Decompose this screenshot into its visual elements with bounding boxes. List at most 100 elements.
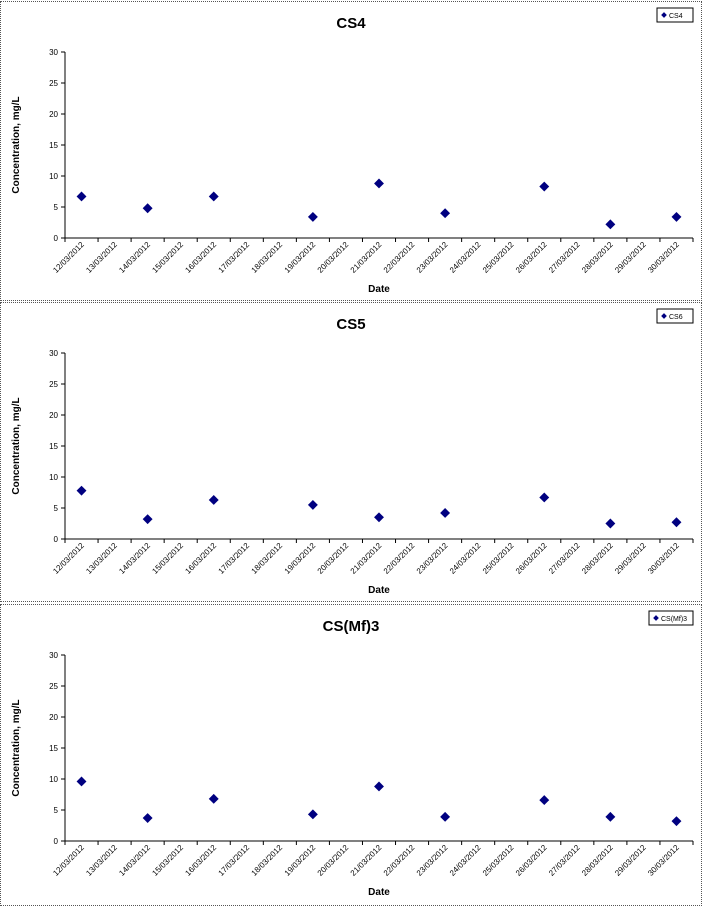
- data-point: [374, 512, 384, 523]
- chart-title: CS(Mf)3: [323, 618, 380, 635]
- data-point: [307, 809, 318, 820]
- x-tick-label: 20/03/2012: [316, 843, 351, 878]
- chart-title: CS5: [336, 316, 365, 333]
- y-tick-label: 20: [49, 713, 58, 722]
- x-tick-label: 29/03/2012: [613, 541, 648, 576]
- x-tick-label: 21/03/2012: [349, 541, 384, 576]
- x-tick-label: 21/03/2012: [349, 843, 384, 878]
- y-tick-label: 5: [54, 203, 59, 212]
- legend-marker: [653, 615, 659, 621]
- x-tick-label: 18/03/2012: [250, 240, 285, 275]
- x-tick-label: 20/03/2012: [316, 541, 351, 576]
- data-point: [142, 813, 153, 824]
- x-tick-label: 14/03/2012: [117, 541, 152, 576]
- data-point: [539, 795, 550, 806]
- x-tick-label: 27/03/2012: [547, 240, 582, 275]
- data-point: [440, 508, 451, 518]
- x-tick-label: 17/03/2012: [217, 240, 252, 275]
- x-tick-label: 23/03/2012: [415, 843, 450, 878]
- chart-panel-cs5: CS5 CS6 0 5 10 15 20 25 30 12/03/2012 13/03/2012 14…: [0, 302, 702, 602]
- data-point: [539, 492, 550, 503]
- data-point: [374, 781, 384, 792]
- x-tick-label: 15/03/2012: [150, 541, 185, 576]
- legend-entry: CS(Mf)3: [661, 616, 687, 623]
- chart-panel-cs4: CS4 CS4 0 5 10 15 20 25 30 12/03/2012 13/03/2012 14…: [0, 1, 702, 301]
- x-tick-label: 19/03/2012: [283, 843, 318, 878]
- x-tick-label: 22/03/2012: [382, 240, 417, 275]
- chart-title: CS4: [336, 15, 366, 32]
- y-tick-label: 30: [49, 48, 58, 57]
- x-tick-label: 17/03/2012: [217, 541, 252, 576]
- data-point: [671, 211, 682, 222]
- x-tick-label: 29/03/2012: [613, 240, 648, 275]
- x-tick-label: 25/03/2012: [481, 541, 516, 576]
- y-tick-label: 10: [49, 172, 58, 181]
- legend-entry: CS6: [669, 314, 683, 321]
- y-tick-label: 0: [54, 837, 59, 846]
- x-tick-label: 24/03/2012: [448, 541, 483, 576]
- x-tick-label: 13/03/2012: [84, 843, 119, 878]
- x-tick-label: 25/03/2012: [481, 843, 516, 878]
- x-tick-label: 13/03/2012: [84, 240, 119, 275]
- data-point: [208, 494, 219, 505]
- data-point: [440, 208, 451, 219]
- y-axis-label: Concentration, mg/L: [11, 96, 22, 193]
- y-tick-label: 15: [49, 744, 58, 753]
- x-tick-label: 25/03/2012: [481, 240, 516, 275]
- x-tick-label: 24/03/2012: [448, 843, 483, 878]
- x-tick-label: 27/03/2012: [547, 843, 582, 878]
- data-point: [605, 219, 616, 230]
- x-tick-label: 14/03/2012: [117, 843, 152, 878]
- x-tick-label: 14/03/2012: [117, 240, 152, 275]
- legend-marker: [661, 313, 667, 319]
- legend: CS6: [656, 308, 694, 324]
- x-tick-label: 28/03/2012: [580, 541, 615, 576]
- x-tick-label: 16/03/2012: [183, 843, 218, 878]
- chart-svg-csmf3: CS(Mf)3 CS(Mf)3 0 5 10 15 20 25 30 12/03/201213/0…: [11, 610, 694, 898]
- x-tick-label: 26/03/2012: [514, 240, 549, 275]
- x-tick-label: 30/03/2012: [646, 240, 681, 275]
- x-tick-label: 19/03/2012: [283, 541, 318, 576]
- x-axis-label: Date: [368, 585, 390, 596]
- legend: CS4: [656, 7, 694, 23]
- data-point: [76, 191, 87, 202]
- y-tick-label: 10: [49, 473, 58, 482]
- x-tick-label: 30/03/2012: [646, 541, 681, 576]
- x-tick-label: 15/03/2012: [150, 843, 185, 878]
- data-point: [671, 517, 682, 528]
- y-tick-label: 5: [54, 504, 59, 513]
- x-tick-label: 20/03/2012: [316, 240, 351, 275]
- x-tick-label: 12/03/2012: [51, 240, 86, 275]
- data-point: [142, 514, 153, 525]
- x-tick-label: 17/03/2012: [217, 843, 252, 878]
- data-point: [307, 211, 318, 222]
- x-tick-label: 26/03/2012: [514, 541, 549, 576]
- data-point: [539, 181, 550, 192]
- data-point: [605, 811, 616, 822]
- data-point: [605, 518, 616, 529]
- x-tick-label: 24/03/2012: [448, 240, 483, 275]
- x-tick-label: 28/03/2012: [580, 240, 615, 275]
- data-point: [208, 793, 219, 804]
- y-tick-label: 15: [49, 141, 58, 150]
- x-tick-label: 26/03/2012: [514, 843, 549, 878]
- x-axis-label: Date: [368, 887, 390, 898]
- x-tick-label: 30/03/2012: [646, 843, 681, 878]
- y-tick-label: 5: [54, 806, 59, 815]
- x-tick-label: 12/03/2012: [51, 843, 86, 878]
- y-axis-label: Concentration, mg/L: [11, 699, 22, 796]
- y-tick-label: 0: [54, 234, 59, 243]
- data-point: [76, 776, 87, 787]
- data-point: [208, 191, 219, 202]
- x-tick-label: 22/03/2012: [382, 541, 417, 576]
- x-tick-label: 28/03/2012: [580, 843, 615, 878]
- x-tick-label: 18/03/2012: [250, 541, 285, 576]
- chart-svg-cs4: CS4 CS4 0 5 10 15 20 25 30 12/03/201213/03/201214…: [11, 7, 694, 295]
- x-axis-label: Date: [368, 284, 390, 295]
- y-tick-label: 25: [49, 682, 58, 691]
- y-tick-label: 20: [49, 110, 58, 119]
- y-tick-label: 20: [49, 411, 58, 420]
- x-tick-label: 16/03/2012: [183, 541, 218, 576]
- y-tick-label: 0: [54, 535, 59, 544]
- x-tick-label: 23/03/2012: [415, 240, 450, 275]
